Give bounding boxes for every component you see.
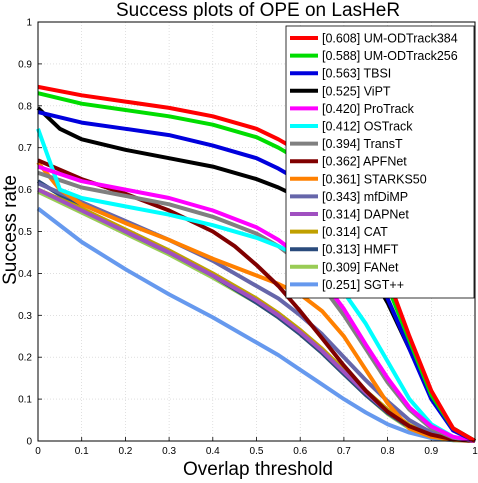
legend-label: [0.394] TransT	[322, 137, 403, 151]
x-tick-label: 0.9	[424, 446, 438, 457]
chart-title: Success plots of OPE on LasHeR	[116, 0, 400, 21]
x-tick-label: 0.3	[162, 446, 176, 457]
y-tick-label: 0.6	[18, 185, 32, 196]
legend-label: [0.314] DAPNet	[322, 208, 409, 222]
x-tick-label: 0	[35, 446, 41, 457]
x-axis-title: Overlap threshold	[183, 459, 333, 480]
y-tick-label: 1	[26, 18, 32, 29]
y-axis-title: Success rate	[0, 175, 21, 285]
y-tick-label: 0.1	[18, 395, 32, 406]
x-tick-label: 0.7	[337, 446, 351, 457]
legend: [0.608] UM-ODTrack384 [0.588] UM-ODTrack2…	[285, 25, 475, 299]
y-tick-label: 0.3	[18, 311, 32, 322]
series-line	[37, 158, 476, 443]
legend-label: [0.362] APFNet	[322, 155, 407, 169]
y-tick-label: 0.2	[18, 353, 32, 364]
legend-label: [0.608] UM-ODTrack384	[322, 32, 458, 46]
plot-frame	[37, 21, 476, 442]
x-tick-label: 0.1	[75, 446, 89, 457]
legend-label: [0.314] CAT	[322, 225, 388, 239]
y-tick-label: 0.5	[18, 227, 32, 238]
legend-label: [0.251] SGT++	[322, 278, 404, 292]
x-tick-label: 0.6	[293, 446, 307, 457]
legend-label: [0.588] UM-ODTrack256	[322, 49, 458, 63]
x-tick-label: 0.8	[381, 446, 395, 457]
legend-label: [0.313] HMFT	[322, 243, 399, 257]
y-tick-label: 0.8	[18, 101, 32, 112]
x-tick-label: 0.4	[206, 446, 220, 457]
legend-label: [0.309] FANet	[322, 260, 399, 274]
x-tick-label: 1	[472, 446, 478, 457]
series-line	[36, 206, 476, 443]
legend-label: [0.563] TBSI	[322, 67, 391, 81]
legend-label: [0.361] STARKS50	[322, 172, 427, 186]
x-tick-label: 0.2	[118, 446, 132, 457]
x-tick-label: 0.5	[250, 446, 264, 457]
legend-label: [0.343] mfDiMP	[322, 190, 408, 204]
y-tick-label: 0.4	[18, 269, 32, 280]
legend-label: [0.420] ProTrack	[322, 102, 415, 116]
legend-label: [0.412] OSTrack	[322, 120, 413, 134]
legend-label: [0.525] ViPT	[322, 84, 391, 98]
y-tick-label: 0.9	[18, 59, 32, 70]
y-tick-label: 0	[26, 437, 32, 448]
y-tick-label: 0.7	[18, 143, 32, 154]
